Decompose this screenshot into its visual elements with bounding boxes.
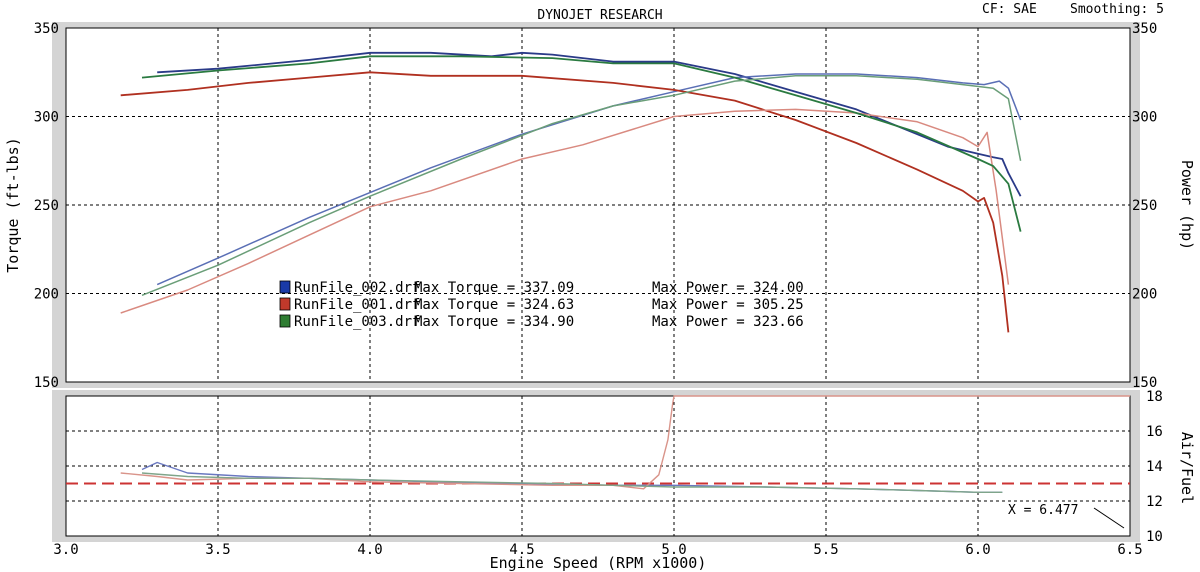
series-line-power [120, 108, 1010, 314]
chart-title: DYNOJET RESEARCH [537, 8, 662, 23]
x-tick-label: 5.0 [661, 542, 686, 558]
legend-max-torque: Max Torque = 337.09 [414, 280, 574, 296]
main-series-group [120, 51, 1022, 333]
cursor-readout: X = 6.477 [1008, 503, 1078, 518]
legend-run-name: RunFile_001.drf [294, 297, 420, 313]
afr-plot-area [65, 395, 1131, 537]
legend-run-name: RunFile_003.drf [294, 314, 420, 330]
y2-tick-label: 350 [1132, 21, 1157, 37]
afr-tick-label: 12 [1146, 494, 1163, 510]
series-line-torque [141, 55, 1022, 232]
afr-tick-label: 14 [1146, 459, 1163, 475]
y-tick-label: 300 [34, 110, 59, 126]
afr-grid [66, 396, 1130, 536]
cf-label: CF: SAE [982, 2, 1037, 17]
legend: RunFile_002.drf Max Torque = 337.09 Max … [279, 280, 804, 330]
legend-max-power: Max Power = 324.00 [652, 280, 804, 296]
y2-tick-label: 300 [1132, 110, 1157, 126]
legend-swatch-run-002 [279, 280, 291, 294]
x-tick-label: 3.5 [205, 542, 230, 558]
legend-max-torque: Max Torque = 334.90 [414, 314, 574, 330]
main-grid [66, 28, 1130, 382]
series-line-torque [120, 71, 1010, 333]
y2-tick-label: 200 [1132, 287, 1157, 303]
main-plot-area [65, 27, 1131, 383]
y-tick-label: 350 [34, 21, 59, 37]
y-tick-label: 250 [34, 198, 59, 214]
x-tick-label: 6.0 [965, 542, 990, 558]
afr-tick-label: 10 [1146, 529, 1163, 545]
x-tick-label: 6.5 [1117, 542, 1142, 558]
axis-tick-labels: 3.0 3.5 4.0 4.5 5.0 5.5 6.0 6.5 150 200 250 300 350 1… [34, 21, 1163, 558]
x-tick-label: 4.0 [357, 542, 382, 558]
y2-tick-label: 250 [1132, 198, 1157, 214]
legend-swatch-run-003 [279, 314, 291, 328]
y-tick-label: 150 [34, 375, 59, 391]
series-line-power [141, 75, 1022, 296]
afr-tick-label: 16 [1146, 424, 1163, 440]
x-tick-label: 3.0 [53, 542, 78, 558]
y-axis-title: Torque (ft-lbs) [4, 137, 22, 272]
y-tick-label: 200 [34, 287, 59, 303]
legend-max-torque: Max Torque = 324.63 [414, 297, 574, 313]
legend-max-power: Max Power = 323.66 [652, 314, 804, 330]
x-tick-label: 4.5 [509, 542, 534, 558]
afr-tick-label: 18 [1146, 389, 1163, 405]
x-tick-label: 5.5 [813, 542, 838, 558]
afr-series-line [120, 395, 1130, 490]
afr-axis-title: Air/Fuel [1178, 432, 1196, 504]
afr-series-line [141, 472, 1003, 493]
smoothing-label: Smoothing: 5 [1070, 2, 1164, 17]
legend-swatch-run-001 [279, 297, 291, 311]
afr-series-group [120, 395, 1130, 493]
y2-axis-title: Power (hp) [1178, 160, 1196, 250]
cursor-leader [1093, 507, 1125, 529]
x-axis-title: Engine Speed (RPM x1000) [490, 554, 707, 572]
legend-run-name: RunFile_002.drf [294, 280, 420, 296]
legend-max-power: Max Power = 305.25 [652, 297, 804, 313]
y2-tick-label: 150 [1132, 375, 1157, 391]
